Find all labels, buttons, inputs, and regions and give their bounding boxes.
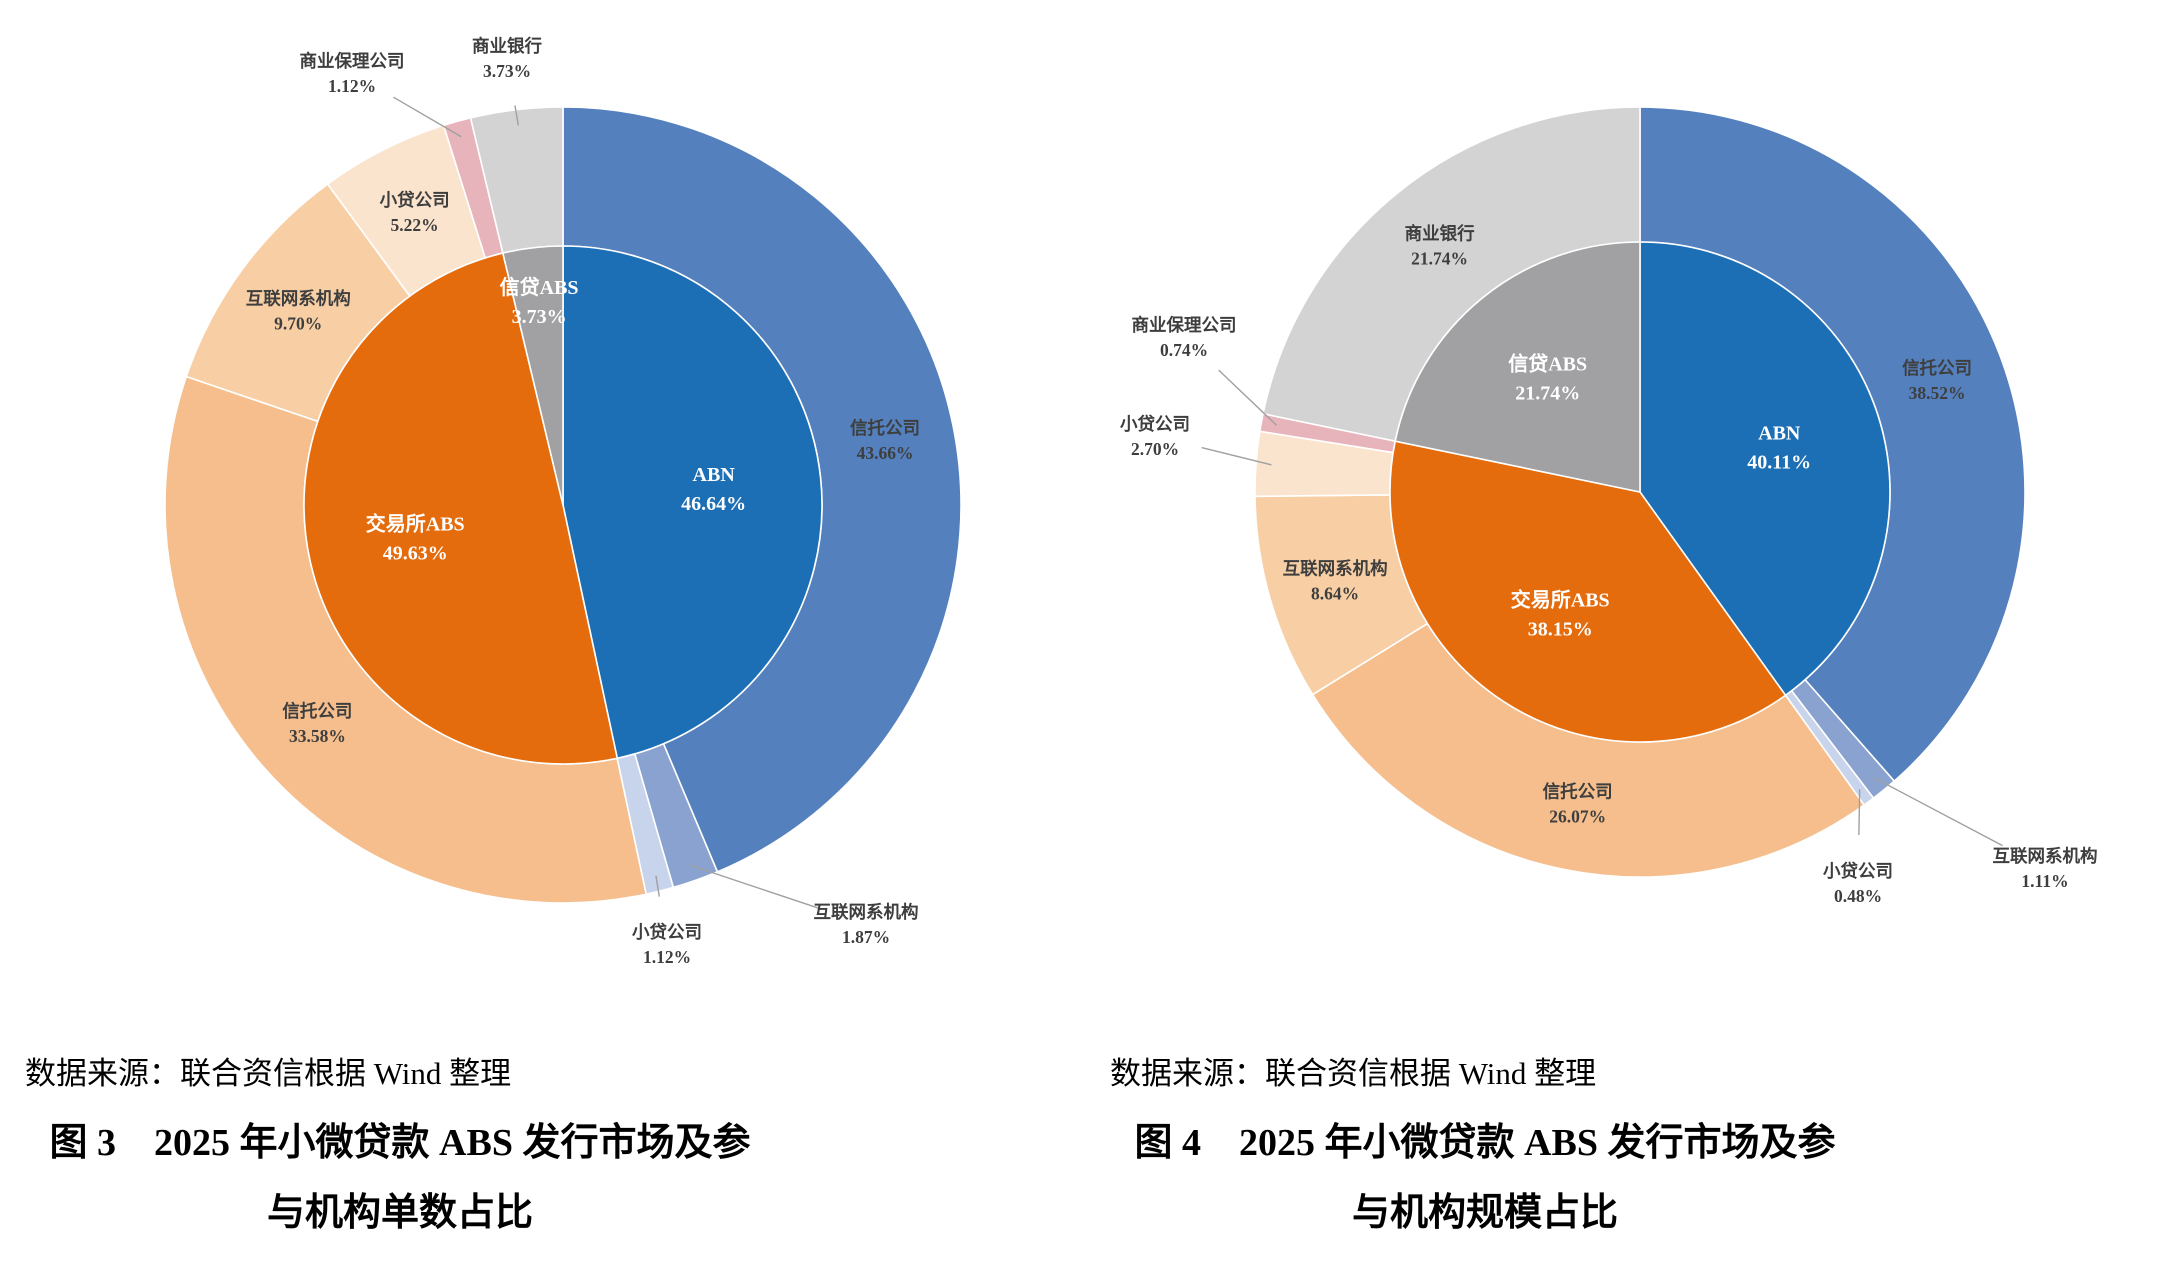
- outer-label-5: 小贷公司 5.22%: [380, 190, 450, 235]
- outer-label-1: 互联网系机构 1.87%: [814, 902, 919, 947]
- leader-line-5: [1201, 446, 1272, 466]
- leader-line-2: [655, 875, 661, 897]
- outer-label-4: 互联网系机构 9.70%: [246, 289, 351, 334]
- figure-caption: 图 3 2025 年小微贷款 ABS 发行市场及参 与机构单数占比: [0, 1108, 800, 1248]
- inner-label-1: 交易所ABS 49.63%: [366, 511, 465, 564]
- outer-label-5: 小贷公司 2.70%: [1120, 414, 1190, 459]
- leader-line-2: [1858, 789, 1861, 836]
- source-note: 数据来源：联合资信根据 Wind 整理: [25, 1056, 512, 1091]
- figure4-nested-donut-chart: 信托公司 38.52% 互联网系机构 1.11% 小贷公司 0.48% 信托公司 26.07%…: [1120, 106, 2098, 906]
- outer-label-2: 小贷公司 1.12%: [632, 922, 702, 967]
- outer-label-2: 小贷公司 0.48%: [1823, 861, 1893, 906]
- leader-line-1: [690, 864, 821, 910]
- figure-caption: 图 4 2025 年小微贷款 ABS 发行市场及参 与机构规模占比: [1085, 1108, 1885, 1248]
- inner-segment-0: [562, 245, 823, 760]
- leader-line-1: [1873, 777, 2003, 847]
- leader-line-6: [393, 96, 462, 138]
- inner-segment-0: [1639, 241, 1891, 697]
- inner-label-2: 信贷ABS 21.74%: [1508, 352, 1587, 405]
- inner-segment-2: [501, 245, 564, 506]
- outer-label-3: 信托公司 33.58%: [282, 701, 352, 746]
- inner-label-0: ABN 40.11%: [1747, 422, 1811, 473]
- outer-label-3: 信托公司 26.07%: [1543, 781, 1613, 826]
- outer-label-6: 商业保理公司 1.12%: [300, 51, 405, 96]
- outer-label-6: 商业保理公司 0.74%: [1132, 315, 1237, 360]
- outer-label-0: 信托公司 43.66%: [850, 418, 920, 463]
- leader-line-7: [514, 105, 520, 126]
- figure3-nested-donut-chart: 信托公司 43.66% 互联网系机构 1.87% 小贷公司 1.12% 信托公司 33.58%…: [164, 36, 962, 967]
- caption-line-2: 与机构规模占比: [1351, 1192, 1618, 1234]
- inner-label-0: ABN 46.64%: [681, 464, 746, 515]
- outer-label-1: 互联网系机构 1.11%: [1993, 846, 2098, 891]
- inner-segment-1: [1389, 440, 1787, 743]
- caption-line-2: 与机构单数占比: [266, 1192, 533, 1234]
- inner-segment-2: [1394, 241, 1641, 493]
- outer-label-7: 商业银行 21.74%: [1405, 224, 1475, 269]
- inner-segment-1: [303, 252, 619, 765]
- figure-3: 信托公司 43.66% 互联网系机构 1.87% 小贷公司 1.12% 信托公司 33.58%…: [0, 36, 962, 1248]
- outer-label-0: 信托公司 38.52%: [1902, 358, 1972, 403]
- inner-label-1: 交易所ABS 38.15%: [1511, 588, 1610, 641]
- figure-4: 信托公司 38.52% 互联网系机构 1.11% 小贷公司 0.48% 信托公司 26.07%…: [1085, 0, 2170, 1270]
- leader-line-6: [1218, 369, 1277, 426]
- source-note: 数据来源：联合资信根据 Wind 整理: [1110, 1056, 1597, 1091]
- outer-label-7: 商业银行 3.73%: [472, 36, 542, 81]
- inner-label-2: 信贷ABS 3.73%: [500, 275, 579, 328]
- caption-line-1: 图 4 2025 年小微贷款 ABS 发行市场及参: [1134, 1122, 1836, 1164]
- caption-line-1: 图 3 2025 年小微贷款 ABS 发行市场及参: [49, 1122, 751, 1164]
- outer-label-4: 互联网系机构 8.64%: [1283, 559, 1388, 604]
